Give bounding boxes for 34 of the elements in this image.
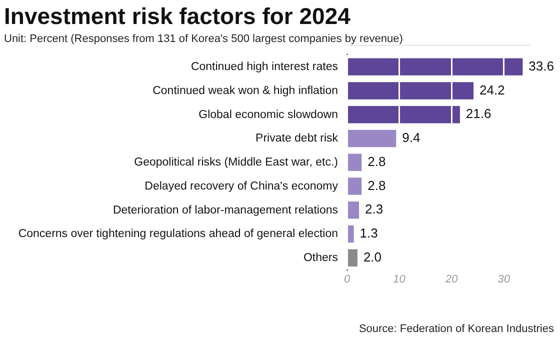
data-label: 2.8 (368, 154, 386, 169)
y-tick-label: Delayed recovery of China's economy (144, 180, 338, 192)
bar (348, 82, 474, 100)
bar (348, 249, 358, 266)
bar (348, 225, 354, 243)
x-tick-label: 30 (498, 273, 511, 286)
data-label: 2.0 (363, 249, 382, 264)
source-note: Source: Federation of Korean Industries (358, 323, 554, 335)
y-tick-label: Deterioration of labor-management relations (112, 204, 338, 216)
bar (348, 154, 362, 171)
y-tick-label: Others (303, 252, 338, 264)
bar (348, 202, 360, 219)
data-label: 2.8 (368, 178, 386, 193)
y-tick-label: Continued high interest rates (190, 61, 338, 74)
x-tick-label: 20 (444, 273, 459, 286)
text: Unit: Percent (Responses from 131 of Korea's 500 largest companies by revenue) (4, 33, 404, 45)
y-tick-label: Geopolitical risks (Middle East war, etc.) (134, 156, 338, 169)
y-tick-label: Continued weak won & high inflation (152, 84, 338, 97)
bar (348, 106, 460, 124)
data-label: 33.6 (528, 58, 554, 74)
data-label: 9.4 (402, 130, 420, 146)
data-label: 2.3 (365, 202, 384, 217)
chart-title: Investment risk factors for 2024 (4, 3, 352, 30)
x-tick-label: 0 (344, 273, 351, 286)
data-label: 1.3 (360, 226, 378, 241)
y-tick-label: Concerns over tightening regulations ahead of general election (18, 228, 338, 240)
x-tick-label: 10 (393, 273, 406, 286)
bar (348, 58, 523, 76)
bar (348, 130, 396, 148)
y-tick-label: Private debt risk (256, 132, 338, 145)
data-label: 24.2 (480, 82, 505, 98)
data-label: 21.6 (466, 106, 492, 122)
y-tick-label: Global economic slowdown (198, 108, 338, 121)
bar (348, 178, 362, 195)
